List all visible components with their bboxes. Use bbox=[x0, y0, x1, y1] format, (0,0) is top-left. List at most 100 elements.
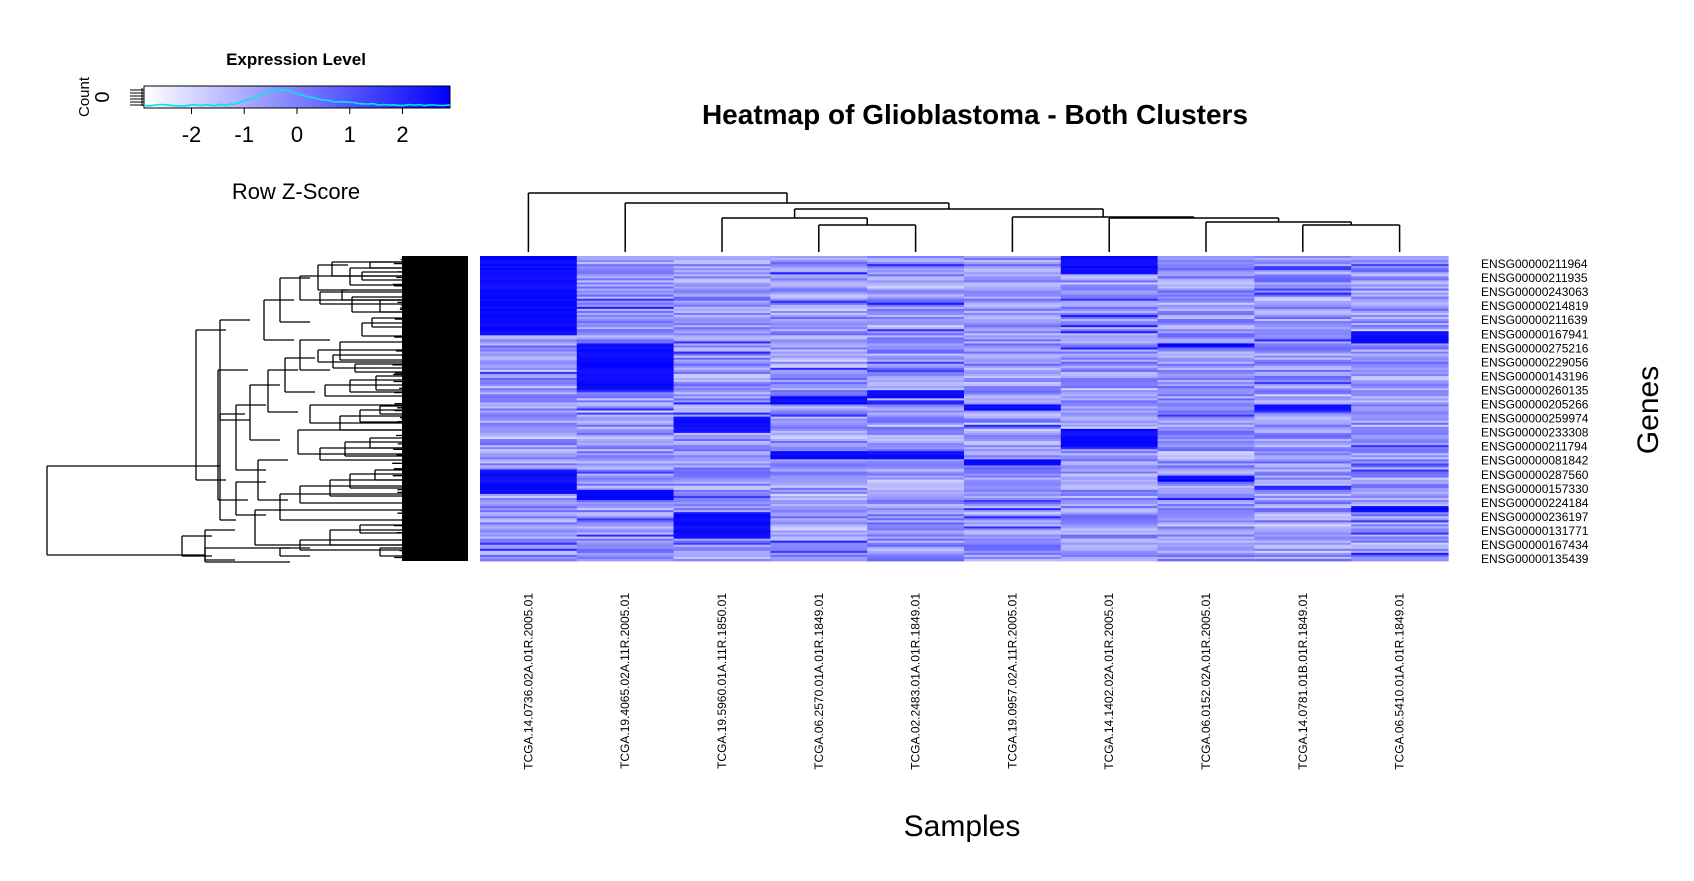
heatmap-cell bbox=[1254, 422, 1352, 426]
heatmap-cell bbox=[673, 554, 771, 558]
heatmap-cell bbox=[867, 412, 965, 415]
heatmap-cell bbox=[1254, 532, 1352, 535]
heatmap-cell bbox=[480, 556, 578, 560]
heatmap-cell bbox=[673, 514, 771, 517]
heatmap-cell bbox=[964, 418, 1062, 422]
heatmap-cell bbox=[1157, 335, 1255, 338]
heatmap-cell bbox=[964, 410, 1062, 413]
heatmap-cell bbox=[770, 312, 868, 316]
heatmap-cell bbox=[964, 532, 1062, 535]
heatmap-cell bbox=[576, 520, 675, 523]
heatmap-cell bbox=[1351, 280, 1449, 283]
heatmap-cell bbox=[1254, 323, 1352, 326]
heatmap-cell bbox=[1157, 278, 1255, 281]
heatmap-cell bbox=[770, 510, 868, 513]
heatmap-cell bbox=[1254, 447, 1352, 450]
heatmap-cell bbox=[1351, 540, 1449, 544]
heatmap-cell bbox=[964, 382, 1062, 385]
heatmap-cell bbox=[1254, 406, 1352, 409]
heatmap-cell bbox=[1157, 388, 1255, 391]
color-key-ylabel: Count bbox=[76, 76, 93, 117]
heatmap-cell bbox=[1254, 424, 1352, 428]
heatmap-cell bbox=[576, 298, 675, 302]
heatmap-cell bbox=[1060, 473, 1159, 476]
heatmap-cell bbox=[1060, 276, 1159, 279]
heatmap-cell bbox=[770, 500, 868, 503]
heatmap-cell bbox=[1254, 367, 1352, 371]
heatmap-cell bbox=[673, 418, 771, 422]
heatmap-cell bbox=[1254, 304, 1352, 308]
heatmap-cell bbox=[964, 457, 1062, 460]
heatmap-cell bbox=[1157, 467, 1255, 470]
heatmap-cell bbox=[1060, 398, 1159, 401]
heatmap-cell bbox=[1351, 371, 1449, 375]
heatmap-cell bbox=[576, 465, 675, 468]
heatmap-cell bbox=[1060, 420, 1159, 424]
heatmap-cell bbox=[480, 353, 578, 357]
heatmap-cell bbox=[480, 552, 578, 556]
heatmap-cell bbox=[1157, 493, 1255, 497]
heatmap-cell bbox=[1060, 447, 1159, 450]
heatmap-cell bbox=[1351, 426, 1449, 430]
heatmap-cell bbox=[867, 371, 965, 375]
heatmap-cell bbox=[673, 441, 771, 444]
heatmap-cell bbox=[964, 274, 1062, 277]
heatmap-cell bbox=[480, 554, 578, 558]
heatmap-cell bbox=[1254, 278, 1352, 281]
heatmap-cell bbox=[964, 502, 1062, 505]
heatmap-cell bbox=[1351, 394, 1449, 397]
heatmap-cell bbox=[1351, 447, 1449, 450]
heatmap-cell bbox=[576, 542, 675, 546]
heatmap-cell bbox=[1060, 284, 1159, 287]
heatmap-cell bbox=[1157, 258, 1255, 261]
heatmap-cell bbox=[1254, 508, 1352, 511]
gene-label: ENSG00000236197 bbox=[1481, 510, 1589, 524]
heatmap-cell bbox=[673, 552, 771, 556]
heatmap-cell bbox=[1060, 272, 1159, 275]
heatmap-cell bbox=[1351, 534, 1449, 537]
heatmap-cell bbox=[867, 447, 965, 450]
heatmap-cell bbox=[867, 516, 965, 519]
heatmap-cell bbox=[770, 343, 868, 346]
heatmap-cell bbox=[1351, 319, 1449, 322]
heatmap-cell bbox=[867, 398, 965, 401]
heatmap-cell bbox=[1254, 319, 1352, 322]
heatmap-cell bbox=[1351, 495, 1449, 499]
heatmap-cell bbox=[964, 497, 1062, 501]
heatmap-cell bbox=[964, 465, 1062, 468]
heatmap-cell bbox=[576, 296, 675, 300]
heatmap-cell bbox=[576, 556, 675, 560]
heatmap-cell bbox=[673, 485, 771, 489]
heatmap-cell bbox=[867, 465, 965, 468]
heatmap-cell bbox=[964, 530, 1062, 533]
heatmap-cell bbox=[1157, 333, 1255, 336]
heatmap-cell bbox=[576, 367, 675, 371]
heatmap-cell bbox=[1060, 550, 1159, 554]
heatmap-cell bbox=[1060, 414, 1159, 418]
heatmap-cell bbox=[576, 522, 675, 525]
heatmap-cell bbox=[1254, 302, 1352, 306]
heatmap-cell bbox=[1351, 282, 1449, 285]
heatmap-cell bbox=[770, 502, 868, 505]
heatmap-cell bbox=[770, 321, 868, 324]
heatmap-cell bbox=[1157, 375, 1255, 379]
heatmap-cell bbox=[1060, 514, 1159, 517]
heatmap-cell bbox=[1254, 418, 1352, 422]
heatmap-cell bbox=[1254, 518, 1352, 521]
heatmap-cell bbox=[1254, 416, 1352, 420]
heatmap-cell bbox=[480, 412, 578, 415]
heatmap-cell bbox=[1254, 296, 1352, 300]
heatmap-cell bbox=[673, 428, 771, 432]
heatmap-cell bbox=[1060, 355, 1159, 359]
heatmap-cell bbox=[673, 274, 771, 277]
heatmap-cell bbox=[576, 312, 675, 316]
heatmap-cell bbox=[1157, 357, 1255, 361]
heatmap-cell bbox=[480, 398, 578, 401]
heatmap-cell bbox=[1060, 341, 1159, 344]
heatmap-cell bbox=[964, 310, 1062, 314]
heatmap-cell bbox=[1254, 459, 1352, 462]
heatmap-cell bbox=[480, 321, 578, 324]
heatmap-cell bbox=[1157, 556, 1255, 560]
heatmap-cell bbox=[1351, 363, 1449, 367]
heatmap-cell bbox=[1060, 408, 1159, 411]
